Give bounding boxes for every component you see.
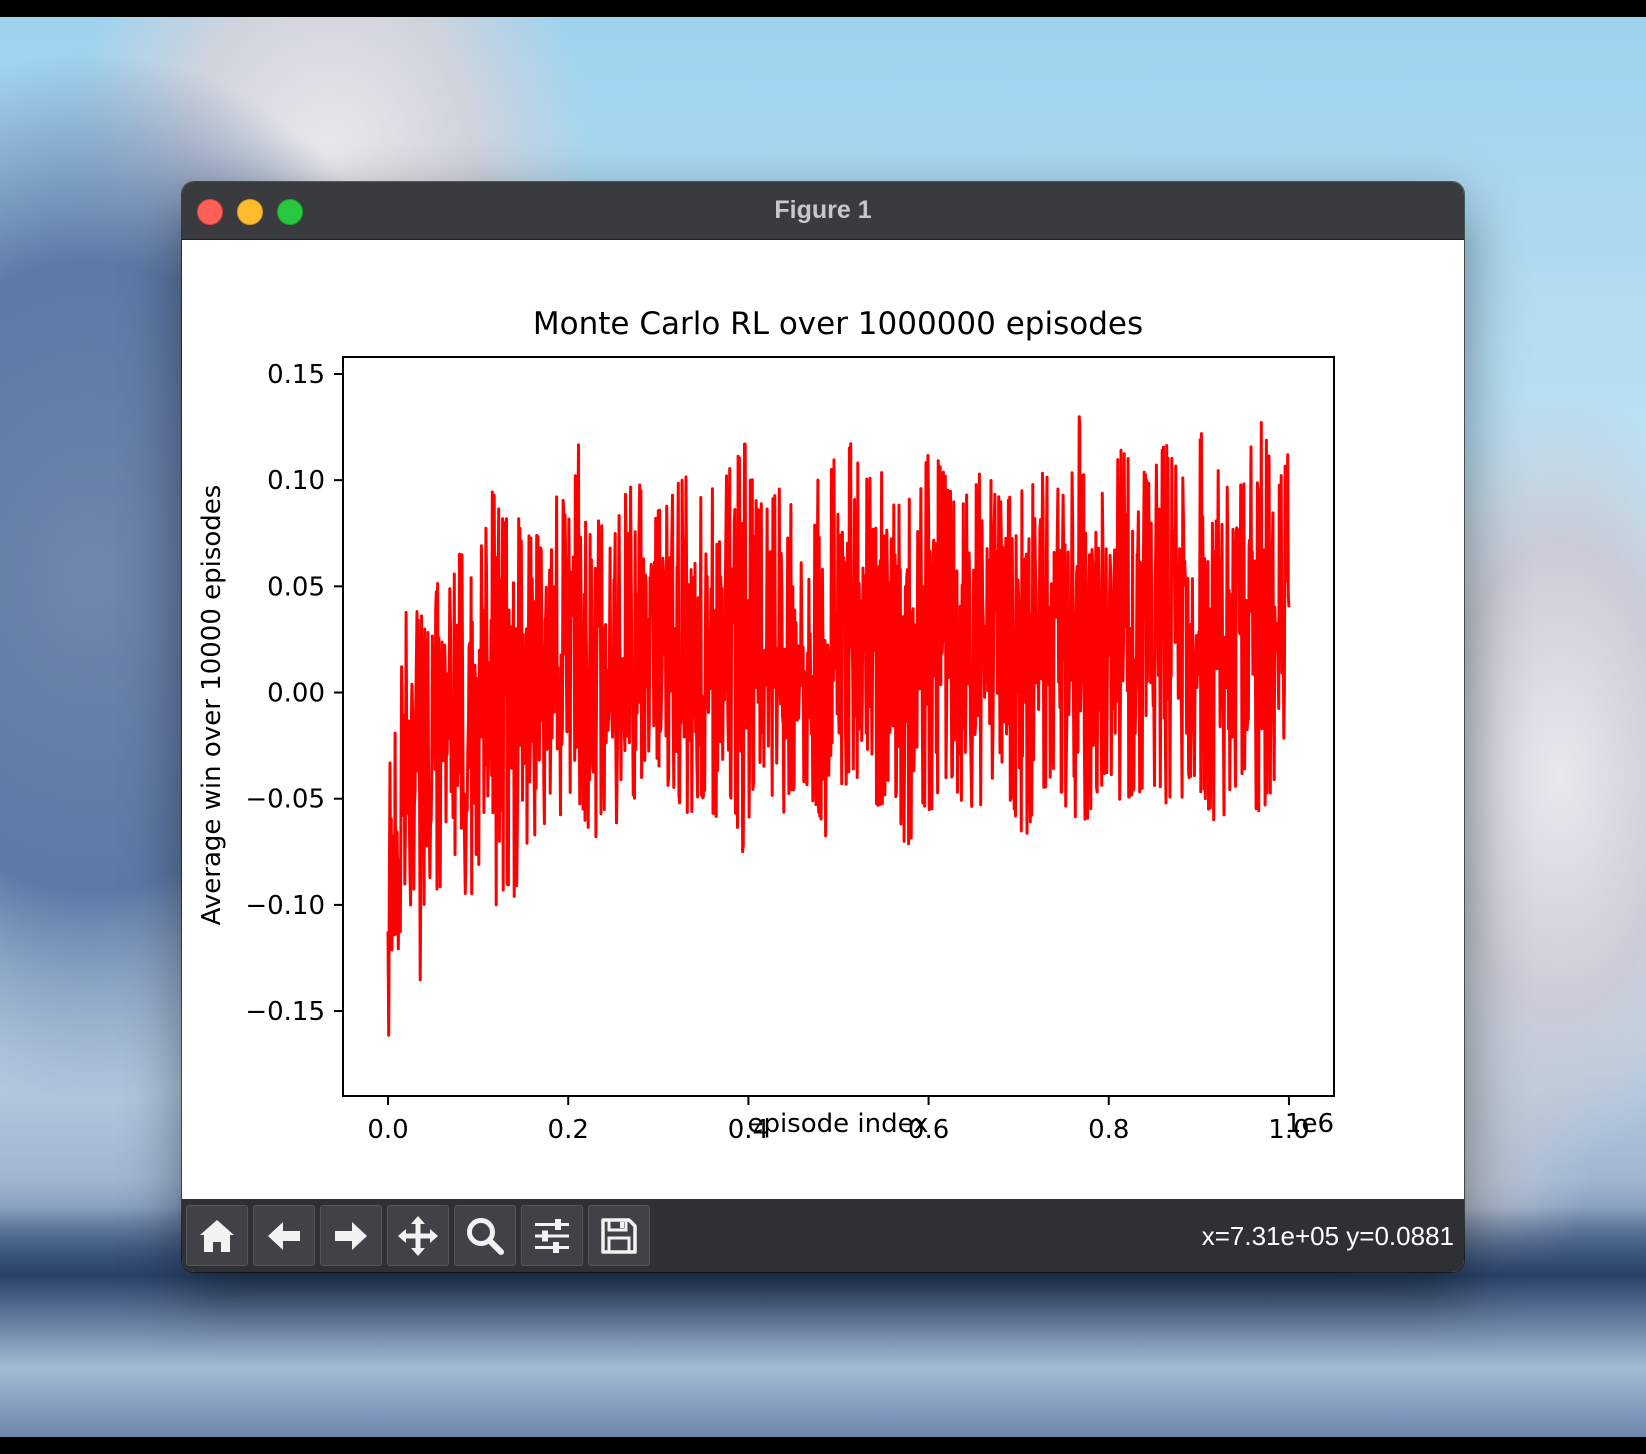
- zoom-button[interactable]: [454, 1205, 516, 1266]
- x-axis-ticks: 0.0 0.2 0.4 0.6 0.8 1.0: [367, 1096, 1310, 1145]
- zoom-magnifier-icon: [467, 1217, 504, 1255]
- zoom-window-button[interactable]: [277, 199, 303, 225]
- x-axis-label: episode index: [747, 1109, 928, 1139]
- y-tick-label: −0.10: [245, 891, 325, 921]
- x-tick-label: 0.0: [367, 1115, 408, 1145]
- y-axis-label: Average win over 10000 episodes: [197, 485, 227, 926]
- axes-frame: [342, 356, 1335, 1097]
- back-button[interactable]: [253, 1205, 315, 1266]
- x-tick-label: 1.0: [1268, 1115, 1309, 1145]
- x-axis-offset-label: 1e6: [1285, 1109, 1334, 1139]
- configure-subplots-button[interactable]: [521, 1205, 583, 1266]
- y-tick-label: 0.05: [267, 572, 325, 602]
- chart-title: Monte Carlo RL over 1000000 episodes: [533, 306, 1143, 342]
- close-window-button[interactable]: [197, 199, 223, 225]
- window-titlebar[interactable]: Figure 1: [182, 182, 1464, 240]
- y-tick-label: 0.00: [267, 679, 325, 709]
- x-tick-label: 0.4: [728, 1115, 769, 1145]
- forward-button[interactable]: [320, 1205, 382, 1266]
- line-chart: Monte Carlo RL over 1000000 episodes 0.0…: [197, 306, 1335, 1145]
- configure-sliders-icon: [535, 1218, 569, 1253]
- y-tick-label: 0.15: [267, 360, 325, 390]
- plot-series: [386, 415, 1291, 1037]
- pan-button[interactable]: [387, 1205, 449, 1266]
- navigation-toolbar: x=7.31e+05 y=0.0881: [182, 1199, 1464, 1272]
- back-arrow-icon: [268, 1221, 300, 1250]
- x-tick-label: 0.2: [548, 1115, 589, 1145]
- home-button[interactable]: [186, 1205, 248, 1266]
- cursor-coordinates-readout: x=7.31e+05 y=0.0881: [1201, 1221, 1454, 1251]
- y-axis-ticks: 0.15 0.10 0.05 0.00 −0.05 −0.10 −0.15: [245, 360, 343, 1027]
- y-tick-label: 0.10: [267, 466, 325, 496]
- x-tick-label: 0.6: [908, 1115, 949, 1145]
- figure-window: Figure 1 Monte Carlo RL over 1000000 epi…: [182, 182, 1464, 1272]
- window-title: Figure 1: [774, 196, 872, 224]
- forward-arrow-icon: [335, 1221, 367, 1250]
- y-tick-label: −0.15: [245, 997, 325, 1027]
- x-tick-label: 0.8: [1088, 1115, 1129, 1145]
- save-floppy-icon: [601, 1217, 637, 1254]
- figure-canvas[interactable]: Monte Carlo RL over 1000000 episodes 0.0…: [182, 240, 1464, 1199]
- y-tick-label: −0.05: [245, 785, 325, 815]
- pan-move-icon: [398, 1215, 438, 1256]
- save-button[interactable]: [588, 1205, 650, 1266]
- home-icon: [200, 1219, 234, 1252]
- series-line: [386, 415, 1291, 1037]
- minimize-window-button[interactable]: [237, 199, 263, 225]
